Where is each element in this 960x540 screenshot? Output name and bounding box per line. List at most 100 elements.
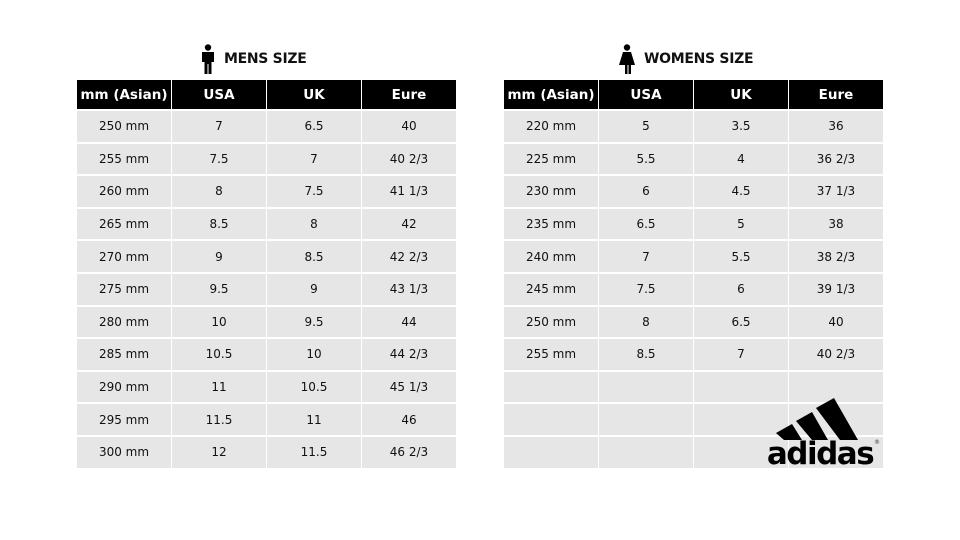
table-cell: 46 [361, 402, 457, 437]
table-cell: 8.5 [266, 239, 362, 274]
table-cell: 230 mm [503, 174, 599, 209]
table-cell: 40 2/3 [361, 141, 457, 176]
column-header: USA [598, 80, 694, 110]
table-cell: 245 mm [503, 271, 599, 307]
table-cell: 40 2/3 [788, 337, 884, 372]
adidas-logo: adidas ® [767, 398, 880, 468]
table-row: 290 mm 11 10.5 45 1/3 [76, 369, 457, 404]
table-row: 260 mm 8 7.5 41 1/3 [76, 174, 457, 209]
table-cell: 275 mm [76, 271, 172, 307]
table-row: 285 mm 10.5 10 44 2/3 [76, 337, 457, 372]
mens-size-title: MENS SIZE [200, 44, 307, 74]
table-cell: 260 mm [76, 174, 172, 209]
table-cell: 9 [266, 271, 362, 307]
table-cell: 240 mm [503, 239, 599, 274]
column-header: UK [266, 80, 362, 110]
table-cell: 39 1/3 [788, 271, 884, 307]
table-cell: 7 [598, 239, 694, 274]
table-cell [598, 402, 694, 437]
table-cell: 42 2/3 [361, 239, 457, 274]
table-cell: 43 1/3 [361, 271, 457, 307]
table-row: 255 mm 7.5 7 40 2/3 [76, 141, 457, 176]
table-cell: 6.5 [266, 109, 362, 144]
table-cell: 235 mm [503, 206, 599, 241]
table-cell: 6 [693, 271, 789, 307]
table-cell: 11 [266, 402, 362, 437]
table-cell [598, 434, 694, 470]
table-cell: 3.5 [693, 109, 789, 144]
table-cell: 7.5 [266, 174, 362, 209]
table-cell: 5.5 [693, 239, 789, 274]
table-cell [693, 402, 789, 437]
table-cell: 7 [266, 141, 362, 176]
table-row: 300 mm 12 11.5 46 2/3 [76, 434, 457, 470]
table-cell: 10 [171, 304, 267, 339]
table-cell: 220 mm [503, 109, 599, 144]
table-row: 240 mm 7 5.5 38 2/3 [503, 239, 884, 274]
table-cell: 250 mm [503, 304, 599, 339]
column-header: mm (Asian) [76, 80, 172, 110]
table-row: 230 mm 6 4.5 37 1/3 [503, 174, 884, 209]
man-icon [202, 44, 214, 74]
table-row [503, 369, 884, 404]
table-cell: 10.5 [266, 369, 362, 404]
table-cell: 9.5 [266, 304, 362, 339]
table-row: 245 mm 7.5 6 39 1/3 [503, 271, 884, 307]
table-cell [503, 402, 599, 437]
table-row: 220 mm 5 3.5 36 [503, 109, 884, 144]
table-cell: 290 mm [76, 369, 172, 404]
table-row: 225 mm 5.5 4 36 2/3 [503, 141, 884, 176]
table-cell: 7.5 [171, 141, 267, 176]
table-cell: 9.5 [171, 271, 267, 307]
table-row [503, 434, 884, 470]
table-cell: 225 mm [503, 141, 599, 176]
table-cell: 280 mm [76, 304, 172, 339]
table-cell: 44 2/3 [361, 337, 457, 372]
table-cell: 285 mm [76, 337, 172, 372]
table-row: 235 mm 6.5 5 38 [503, 206, 884, 241]
table-cell: 38 2/3 [788, 239, 884, 274]
womens-size-table: mm (Asian) USA UK Eure 220 mm 5 3.5 36 225 mm 5.5… [503, 80, 884, 470]
table-cell: 36 [788, 109, 884, 144]
table-cell: 12 [171, 434, 267, 470]
registered-mark: ® [874, 439, 880, 446]
table-cell [788, 369, 884, 404]
table-cell: 41 1/3 [361, 174, 457, 209]
table-cell: 44 [361, 304, 457, 339]
table-cell: 5 [693, 206, 789, 241]
mens-title-text: MENS SIZE [224, 51, 307, 67]
table-cell [503, 434, 599, 470]
column-header: Eure [361, 80, 457, 110]
table-cell: 10.5 [171, 337, 267, 372]
table-cell: 265 mm [76, 206, 172, 241]
table-cell: 300 mm [76, 434, 172, 470]
table-cell: 5 [598, 109, 694, 144]
table-cell: 5.5 [598, 141, 694, 176]
adidas-logo-text: adidas [767, 436, 873, 468]
table-cell: 10 [266, 337, 362, 372]
table-cell: 9 [171, 239, 267, 274]
table-row: 275 mm 9.5 9 43 1/3 [76, 271, 457, 307]
table-cell: 40 [361, 109, 457, 144]
table-cell: 11.5 [266, 434, 362, 470]
table-cell: 8 [171, 174, 267, 209]
table-cell: 6 [598, 174, 694, 209]
table-cell: 7.5 [598, 271, 694, 307]
table-cell: 7 [171, 109, 267, 144]
table-cell: 270 mm [76, 239, 172, 274]
table-cell: 42 [361, 206, 457, 241]
table-cell: 36 2/3 [788, 141, 884, 176]
table-cell: 295 mm [76, 402, 172, 437]
table-cell [693, 369, 789, 404]
table-row: 280 mm 10 9.5 44 [76, 304, 457, 339]
table-cell: 6.5 [693, 304, 789, 339]
mens-size-table: mm (Asian) USA UK Eure 250 mm 7 6.5 40 255 mm 7.5… [76, 80, 457, 470]
table-cell: 4.5 [693, 174, 789, 209]
table-cell: 46 2/3 [361, 434, 457, 470]
table-cell: 8.5 [598, 337, 694, 372]
table-cell: 250 mm [76, 109, 172, 144]
table-cell: 11.5 [171, 402, 267, 437]
table-cell: 37 1/3 [788, 174, 884, 209]
table-cell [788, 434, 884, 470]
table-row: 270 mm 9 8.5 42 2/3 [76, 239, 457, 274]
